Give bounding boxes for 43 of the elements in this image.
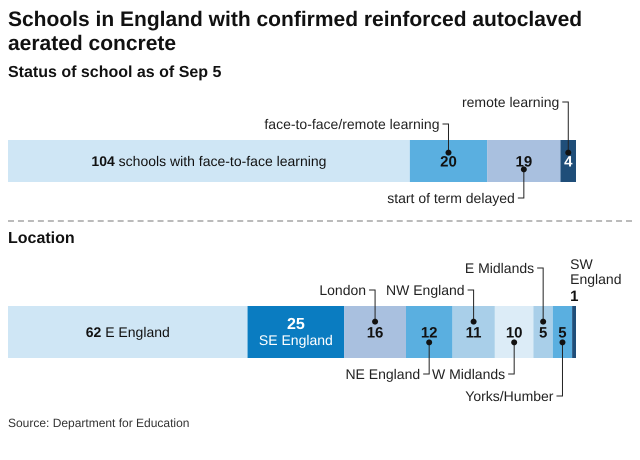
chart-title: Location <box>8 230 76 248</box>
data-label: 11 <box>466 324 482 342</box>
data-label: 1 <box>570 288 578 305</box>
series-label: start of term delayed <box>387 190 515 206</box>
text: Yorks/Humber <box>465 388 554 404</box>
bar <box>344 306 406 358</box>
series-label: W Midlands <box>432 366 506 382</box>
data-label: 104 <box>91 152 115 169</box>
data-label: 62 <box>86 324 102 340</box>
bar <box>560 140 576 182</box>
source-note: Source: Department for Education <box>8 416 190 430</box>
series-label: E England <box>101 324 170 340</box>
chart-subtitle: Status of school as of Sep 5 <box>8 64 222 82</box>
bar <box>487 140 561 182</box>
series-label: schools with face-to-face learning <box>114 152 326 169</box>
data-label: 10 <box>506 324 523 342</box>
bar <box>552 306 572 358</box>
data-label: 12 <box>420 324 438 342</box>
bar <box>533 306 553 358</box>
data-label: 19 <box>515 153 532 170</box>
series-label: NE England <box>345 366 420 382</box>
bar <box>572 306 576 358</box>
bar <box>8 306 248 358</box>
bar <box>406 306 452 358</box>
data-label: 5 <box>558 324 567 342</box>
bar <box>248 306 344 358</box>
bar <box>410 140 488 182</box>
data-label: 5 <box>538 324 548 342</box>
data-label: 20 <box>440 153 457 170</box>
bar <box>452 306 495 358</box>
series-label: SW England <box>570 256 622 287</box>
data-label: 16 <box>366 324 384 342</box>
chart-title: Schools in England with confirmed reinforced autoclaved aerated concrete <box>8 8 584 56</box>
data-label: 4 <box>564 153 574 170</box>
bar <box>494 306 534 358</box>
text: remote learning <box>462 94 560 110</box>
series-label: face-to-face/remote learning <box>264 116 440 132</box>
series-label: London <box>319 282 366 298</box>
series-label: SE England <box>258 332 333 348</box>
bar <box>8 140 410 182</box>
text: E Midlands <box>464 260 534 276</box>
data-label: 25 <box>286 316 305 333</box>
series-label: NW England <box>386 282 465 298</box>
